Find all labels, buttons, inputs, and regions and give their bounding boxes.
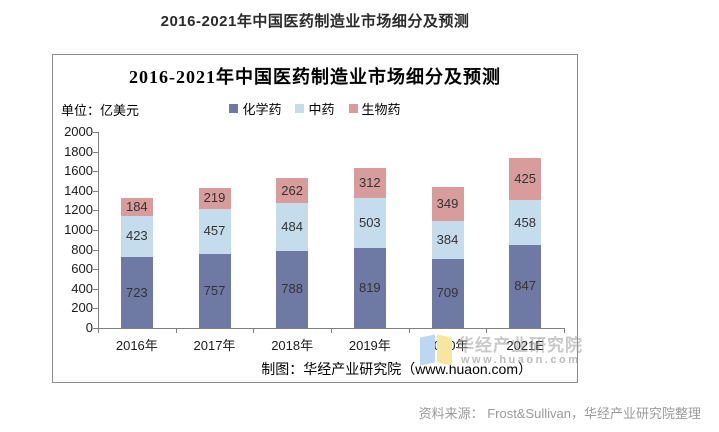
bar-value-label: 219 [203, 190, 226, 206]
y-axis-label: 600 [71, 261, 93, 277]
x-axis-label: 2021E [506, 338, 544, 353]
bar-segment-中药 [198, 209, 231, 254]
legend-swatch-biologics [348, 103, 358, 113]
legend-label-tcm: 中药 [308, 101, 335, 117]
y-axis-tick [93, 171, 98, 173]
bar-value-label: 484 [281, 219, 303, 235]
bar-value-label: 757 [203, 282, 226, 298]
data-source-note: 资料来源： Frost&Sullivan，华经产业研究院整理 [418, 406, 701, 421]
bar-segment-化学药 [509, 244, 542, 328]
y-axis-label: 2000 [64, 124, 93, 139]
bar-segment-中药 [353, 198, 386, 248]
y-axis-label: 800 [71, 241, 93, 257]
bar-value-label: 457 [203, 223, 226, 239]
bar-segment-化学药 [198, 253, 231, 328]
bar-segment-生物药 [353, 167, 386, 199]
y-axis-line [98, 132, 99, 329]
bar-segment-生物药 [431, 186, 464, 221]
chart-footer-note: 制图：华经产业研究院（www.huaon.com） [261, 361, 532, 377]
bar-segment-化学药 [276, 250, 309, 328]
bar-value-label: 423 [125, 228, 148, 244]
x-axis-tick [486, 328, 488, 333]
y-axis-tick [93, 151, 98, 153]
x-axis-label: 2018年 [271, 338, 314, 353]
x-axis-tick [564, 328, 565, 333]
bar-segment-中药 [120, 215, 153, 258]
bar-value-label: 349 [436, 195, 459, 211]
legend-swatch-tcm [295, 103, 305, 113]
unit-label: 单位：亿美元 [61, 103, 140, 118]
x-axis-label: 2017年 [193, 338, 236, 353]
page-title: 2016-2021年中国医药制造业市场细分及预测 [160, 13, 470, 30]
x-axis-tick [253, 328, 255, 333]
bar-segment-生物药 [276, 177, 309, 204]
x-axis-label: 2016年 [115, 338, 158, 353]
y-axis-label: 200 [71, 300, 93, 316]
bar-segment-中药 [509, 200, 542, 245]
x-axis-tick [331, 328, 332, 333]
x-axis-tick [98, 328, 99, 333]
y-axis-tick [93, 249, 98, 251]
bar-value-label: 312 [358, 175, 381, 191]
legend-label-chemical: 化学药 [242, 101, 282, 117]
legend-item-tcm: 中药 [295, 99, 335, 118]
bar-value-label: 847 [514, 278, 536, 294]
x-axis-label: 2019年 [348, 338, 391, 353]
plot-area: 0 200 400 600 800 1000 1200 1400 1600 1800 2000 723… [53, 55, 577, 382]
bar-value-label: 503 [358, 215, 381, 231]
y-axis-tick [93, 288, 98, 290]
bar-segment-化学药 [353, 247, 386, 328]
y-axis-tick [93, 328, 98, 329]
bar-value-label: 819 [358, 279, 381, 295]
bar-value-label: 425 [514, 171, 536, 187]
bar-segment-生物药 [198, 187, 231, 210]
bar-value-label: 184 [125, 198, 148, 214]
bar-segment-生物药 [509, 158, 542, 201]
y-axis-label: 1400 [64, 182, 93, 198]
y-axis-tick [93, 269, 98, 271]
bar-segment-中药 [431, 220, 464, 259]
x-axis-label: 2020年 [426, 338, 469, 353]
y-axis-tick [93, 230, 98, 231]
y-axis-tick [93, 308, 98, 310]
bar-value-label: 788 [281, 281, 303, 297]
bar-value-label: 723 [125, 284, 148, 300]
y-axis-label: 0 [85, 320, 93, 335]
bar-value-label: 262 [281, 182, 303, 198]
x-axis-tick [408, 328, 410, 333]
bar-segment-中药 [276, 203, 309, 251]
legend-label-biologics: 生物药 [361, 101, 401, 117]
chart-legend: 化学药 中药 生物药 [53, 99, 577, 118]
chart-panel: 2016-2021年中国医药制造业市场细分及预测 单位：亿美元 化学药 中药 生… [52, 54, 578, 383]
y-axis-label: 1600 [64, 163, 93, 179]
bar-value-label: 458 [514, 214, 536, 230]
y-axis-tick [93, 132, 98, 133]
bar-segment-化学药 [431, 258, 464, 328]
legend-item-chemical: 化学药 [229, 99, 281, 118]
bar-segment-化学药 [120, 257, 153, 328]
chart-title: 2016-2021年中国医药制造业市场细分及预测 [129, 67, 501, 87]
legend-item-biologics: 生物药 [348, 99, 401, 118]
bar-value-label: 709 [436, 285, 459, 301]
y-axis-label: 1000 [64, 222, 93, 237]
x-axis-tick [175, 328, 177, 333]
bar-value-label: 384 [436, 231, 459, 247]
y-axis-label: 400 [71, 280, 93, 296]
y-axis-label: 1800 [64, 143, 93, 159]
y-axis-tick [93, 190, 98, 192]
y-axis-label: 1200 [64, 202, 93, 218]
y-axis-tick [93, 210, 98, 212]
legend-swatch-chemical [229, 103, 239, 113]
bar-segment-生物药 [120, 197, 153, 216]
